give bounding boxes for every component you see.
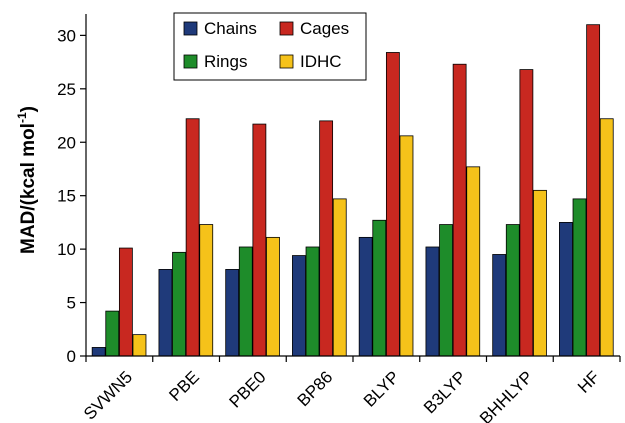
legend-label-idhc: IDHC [300, 52, 342, 71]
bar-svwn5-chains [91, 347, 106, 357]
legend-swatch-idhc [279, 54, 294, 69]
bar-blyp-rings [372, 219, 387, 357]
legend-swatch-chains [183, 21, 198, 36]
bar-pbe0-cages [252, 123, 267, 357]
bars-layer [91, 24, 614, 357]
bar-b3lyp-idhc [466, 166, 481, 357]
bar-svwn5-idhc [132, 334, 147, 357]
legend-swatch-rings [183, 54, 198, 69]
bar-svwn5-cages [118, 247, 133, 357]
bar-bhhlyp-chains [492, 254, 507, 357]
x-ticks: SVWN5 PBE PBE0 BP86 BLYP B3LYP BHHLYP HF [80, 356, 621, 423]
x-tick-label: BP86 [294, 367, 337, 410]
x-tick-label: SVWN5 [80, 367, 136, 423]
legend-label-chains: Chains [204, 19, 257, 38]
bar-b3lyp-chains [425, 246, 440, 357]
bar-bhhlyp-idhc [533, 189, 547, 357]
bar-bp86-idhc [332, 198, 347, 357]
x-tick-label: PBE0 [226, 367, 270, 411]
y-tick-label: 10 [57, 240, 76, 259]
legend-swatch-cages [279, 21, 294, 36]
bar-hf-rings [572, 198, 587, 357]
legend: Chains Cages Rings IDHC [173, 12, 367, 81]
bar-bp86-rings [305, 246, 320, 357]
bar-hf-cages [586, 24, 601, 357]
bar-pbe-chains [158, 269, 173, 357]
bar-blyp-chains [358, 236, 373, 357]
x-tick-label: HF [574, 367, 603, 396]
y-ticks: 0 5 10 15 20 25 30 [57, 26, 86, 366]
y-axis-title-close: ) [18, 106, 39, 112]
bar-pbe-idhc [199, 224, 214, 357]
bar-blyp-idhc [399, 135, 414, 357]
bar-blyp-cages [385, 52, 400, 357]
bar-svwn5-rings [105, 310, 120, 357]
bar-hf-idhc [599, 118, 614, 357]
bar-bp86-chains [292, 255, 306, 357]
bar-bp86-cages [319, 120, 334, 357]
bar-pbe0-rings [238, 246, 253, 357]
y-tick-label: 5 [67, 294, 76, 313]
legend-label-rings: Rings [204, 52, 247, 71]
bar-hf-chains [559, 222, 573, 357]
bar-pbe-cages [185, 118, 200, 357]
x-tick-label: BHHLYP [476, 367, 537, 423]
y-tick-label: 25 [57, 80, 76, 99]
bar-pbe-rings [172, 251, 186, 357]
y-tick-label: 30 [57, 26, 76, 45]
y-axis-title: MAD/(kcal mol-1) [15, 106, 39, 254]
y-tick-label: 15 [57, 187, 76, 206]
bar-bhhlyp-cages [519, 69, 534, 357]
x-tick-label: BLYP [360, 367, 403, 410]
y-tick-label: 0 [67, 347, 76, 366]
bar-b3lyp-cages [452, 63, 467, 357]
legend-frame [173, 12, 367, 81]
legend-label-cages: Cages [300, 19, 349, 38]
y-tick-label: 20 [57, 133, 76, 152]
bar-pbe0-idhc [266, 236, 280, 357]
x-tick-label: PBE [165, 367, 202, 404]
bar-b3lyp-rings [439, 224, 453, 357]
y-axis-title-main: MAD/(kcal mol [18, 123, 39, 254]
y-axis-title-sup: -1 [15, 112, 29, 123]
bar-bhhlyp-rings [505, 224, 520, 357]
bar-pbe0-chains [225, 269, 240, 357]
x-tick-label: B3LYP [420, 367, 470, 417]
